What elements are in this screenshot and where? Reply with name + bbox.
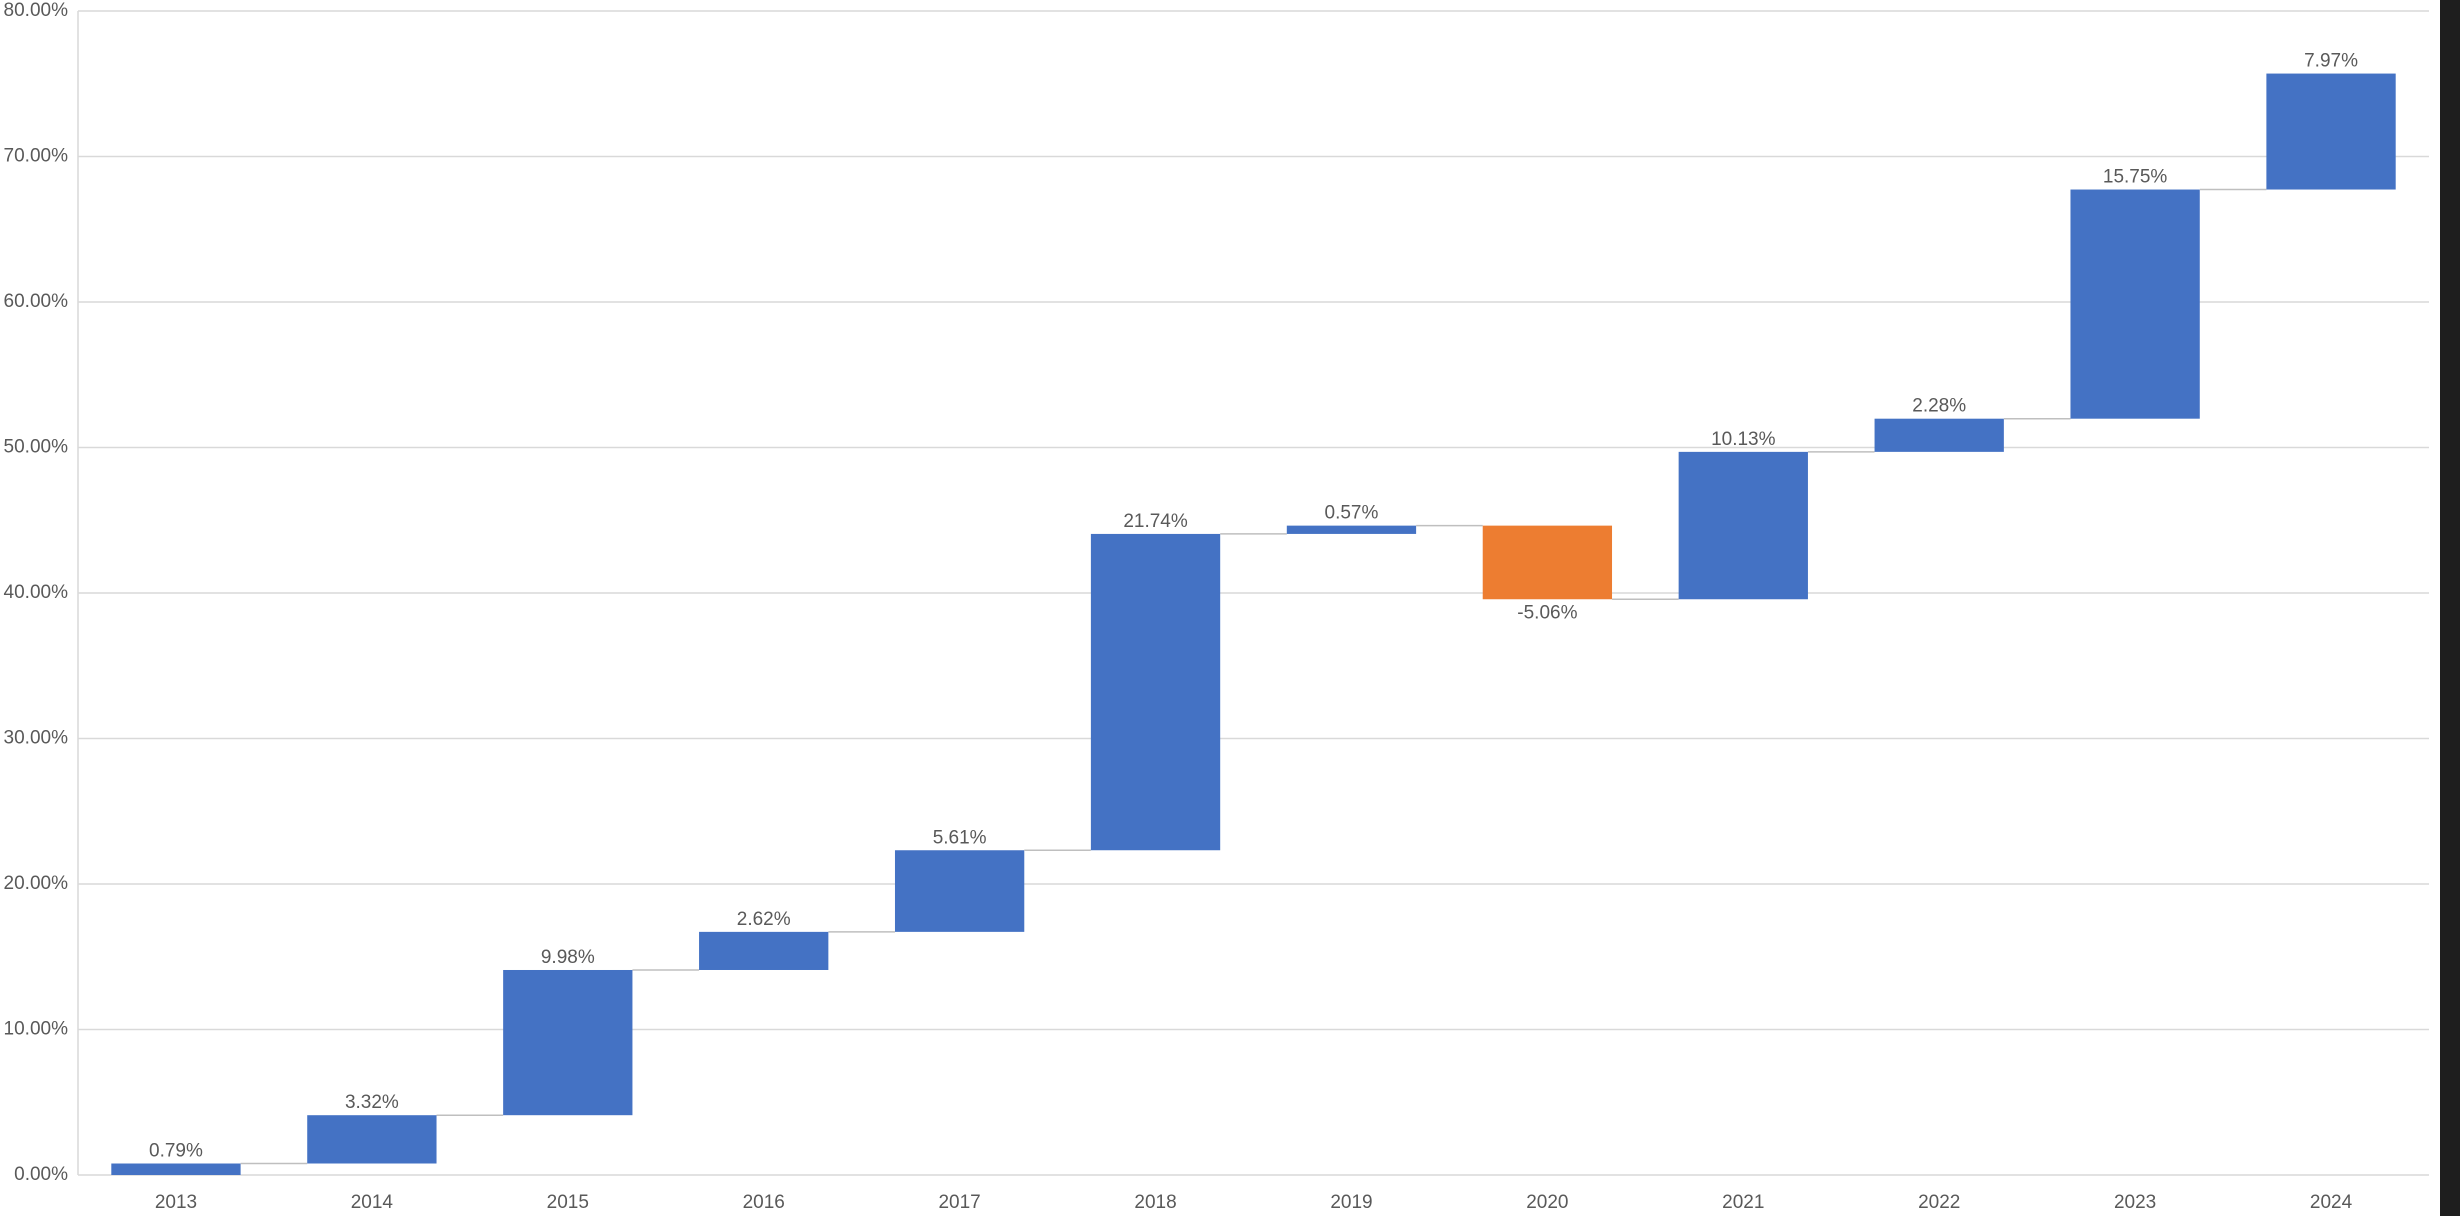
y-tick-label: 50.00% [4,437,69,458]
bar [1874,418,2004,452]
data-label: 5.61% [933,827,987,848]
data-label: 15.75% [2103,167,2168,188]
bar [307,1115,437,1164]
data-label: 0.79% [149,1141,203,1162]
data-label: 3.32% [345,1092,399,1113]
bar [2266,73,2396,190]
data-label: 0.57% [1325,503,1379,524]
x-tick-label: 2023 [2114,1192,2156,1213]
window-edge [2440,0,2460,1216]
y-tick-label: 60.00% [4,291,69,312]
y-tick-label: 70.00% [4,146,69,167]
bar [111,1163,241,1175]
x-tick-label: 2018 [1134,1192,1176,1213]
bar [1286,525,1417,534]
data-label: 21.74% [1123,511,1188,532]
data-label: 2.28% [1912,396,1966,417]
y-tick-label: 30.00% [4,728,69,749]
y-tick-label: 10.00% [4,1019,69,1040]
bar [1678,451,1808,600]
data-label: 2.62% [737,909,791,930]
bar [1482,525,1613,600]
y-tick-label: 80.00% [4,0,69,21]
data-label: 9.98% [541,947,595,968]
bar [894,850,1025,932]
bar [1090,533,1221,851]
x-tick-label: 2014 [351,1192,394,1213]
bar [2070,189,2200,419]
x-tick-label: 2022 [1918,1192,1960,1213]
x-tick-label: 2015 [547,1192,589,1213]
y-tick-label: 0.00% [14,1164,68,1185]
y-tick-label: 20.00% [4,873,69,894]
bar [699,931,829,970]
x-tick-label: 2016 [743,1192,785,1213]
x-tick-label: 2021 [1722,1192,1764,1213]
x-tick-label: 2019 [1330,1192,1372,1213]
data-label: -5.06% [1517,602,1577,623]
x-tick-label: 2013 [155,1192,197,1213]
y-tick-label: 40.00% [4,582,69,603]
x-tick-label: 2020 [1526,1192,1568,1213]
data-label: 7.97% [2304,51,2358,72]
x-tick-label: 2017 [938,1192,980,1213]
x-tick-label: 2024 [2310,1192,2353,1213]
bar [503,969,633,1116]
data-label: 10.13% [1711,429,1776,450]
